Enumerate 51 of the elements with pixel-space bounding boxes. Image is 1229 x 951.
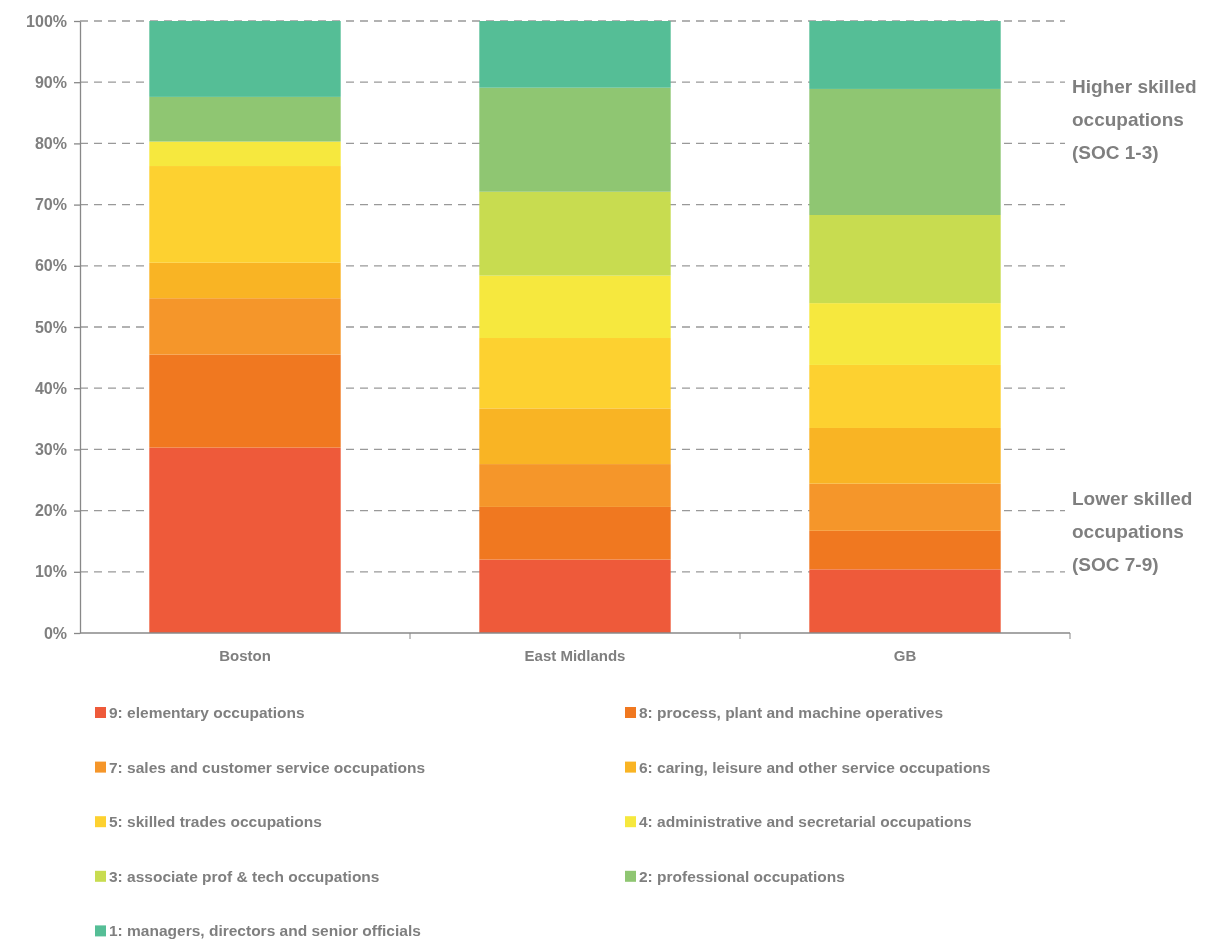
bar (479, 506, 671, 560)
legend-label: 1: managers, directors and senior officials (109, 922, 421, 940)
bar (809, 427, 1001, 484)
bar (479, 275, 671, 339)
bar (809, 483, 1001, 531)
bar (809, 303, 1001, 365)
y-tick-label: 30% (34, 441, 67, 459)
x-tick-label: East Midlands (524, 647, 626, 664)
legend-label: 2: professional occupations (639, 867, 845, 885)
legend-label: 3: associate prof & tech occupations (109, 867, 380, 885)
bar (149, 354, 341, 448)
legend-label: 4: administrative and secretarial occupations (639, 813, 972, 831)
x-tick-label: Boston (219, 647, 271, 664)
bar (479, 21, 671, 88)
bar (149, 141, 341, 167)
y-tick-label: 60% (34, 257, 67, 275)
legend-label: 5: skilled trades occupations (109, 813, 322, 831)
bar (479, 464, 671, 507)
y-tick-label: 0% (43, 624, 67, 642)
bar (809, 88, 1001, 215)
text: Higher skilled occupations (SOC 1-3) (1072, 76, 1197, 163)
y-tick-label: 90% (34, 73, 67, 91)
bar (149, 262, 341, 299)
y-tick-label: 20% (34, 502, 67, 520)
x-tick-label: GB (893, 647, 917, 664)
legend-label: 6: caring, leisure and other service occupations (639, 758, 991, 776)
y-tick-label: 80% (34, 135, 67, 153)
bar (149, 298, 341, 355)
bar (809, 530, 1001, 570)
bar (149, 21, 341, 97)
legend-label: 8: process, plant and machine operatives (639, 704, 944, 721)
legend-label: 7: sales and customer service occupations (109, 758, 426, 776)
bar (809, 569, 1001, 633)
bar (809, 21, 1001, 89)
bar (149, 96, 341, 142)
bar (149, 447, 341, 633)
bar (479, 87, 671, 192)
y-tick-label: 40% (34, 379, 67, 397)
bar (479, 408, 671, 465)
y-tick-label: 10% (34, 563, 67, 581)
y-tick-label: 100% (26, 12, 67, 30)
bar (809, 364, 1001, 428)
bar (479, 191, 671, 276)
text: Lower skilled occupations (SOC 7-9) (1072, 488, 1193, 575)
bar (809, 215, 1001, 304)
legend-label: 9: elementary occupations (109, 704, 305, 721)
y-tick-label: 70% (34, 196, 67, 214)
bar (479, 559, 671, 633)
bar (479, 338, 671, 409)
y-tick-label: 50% (34, 318, 67, 336)
bar (149, 166, 341, 263)
